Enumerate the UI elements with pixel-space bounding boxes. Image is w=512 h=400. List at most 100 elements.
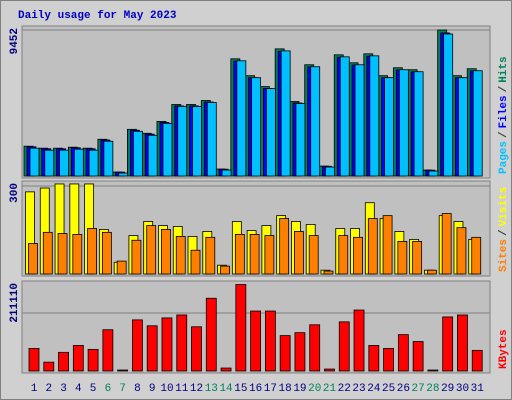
- legend-entry: Hits: [498, 56, 510, 82]
- bar: [28, 347, 40, 372]
- y-tick-label: 9452: [9, 28, 21, 54]
- bar: [87, 228, 97, 275]
- bar: [265, 88, 276, 177]
- bar: [294, 332, 306, 372]
- bar: [190, 249, 201, 275]
- bar: [458, 77, 468, 177]
- bar: [101, 231, 112, 275]
- bar: [43, 361, 55, 372]
- bar: [162, 122, 173, 177]
- x-tick-label: 27: [412, 383, 425, 395]
- bar: [353, 309, 365, 372]
- bar: [161, 229, 171, 275]
- bar: [29, 147, 40, 177]
- bar: [146, 325, 158, 372]
- bar: [249, 233, 260, 275]
- x-tick-label: 2: [45, 383, 52, 395]
- bar: [59, 149, 69, 177]
- legend: KBytes: [498, 329, 510, 369]
- bar: [236, 60, 247, 177]
- bar: [132, 319, 143, 372]
- bar: [280, 50, 291, 177]
- x-tick-label: 29: [441, 383, 454, 395]
- x-tick-label: 26: [397, 383, 410, 395]
- chart-title: Daily usage for May 2023: [18, 10, 177, 22]
- legend-separator: /: [498, 85, 510, 92]
- bar: [383, 347, 394, 372]
- bar: [57, 233, 68, 275]
- bar: [354, 64, 365, 177]
- legend-separator: /: [498, 229, 510, 236]
- bar: [398, 69, 409, 177]
- bar: [441, 213, 452, 275]
- legend-entry: Files: [498, 95, 510, 128]
- bar: [205, 297, 217, 372]
- bar: [250, 310, 262, 372]
- x-tick-label: 30: [456, 383, 469, 395]
- x-tick-label: 11: [175, 383, 189, 395]
- bar: [456, 227, 467, 275]
- bar: [88, 149, 99, 177]
- bar: [73, 148, 84, 177]
- bar: [251, 77, 262, 177]
- bar: [294, 231, 304, 275]
- y-tick-label: 211110: [9, 283, 21, 323]
- x-tick-label: 14: [219, 383, 233, 395]
- bar: [131, 239, 142, 275]
- bar: [133, 130, 143, 177]
- bar: [116, 260, 127, 275]
- bar: [220, 367, 232, 372]
- x-tick-label: 3: [60, 383, 67, 395]
- x-tick-label: 1: [31, 383, 38, 395]
- x-tick-label: 17: [264, 383, 277, 395]
- legend-entry: Sites: [498, 239, 510, 272]
- bar: [191, 326, 202, 372]
- bar: [206, 102, 217, 177]
- x-tick-label: 13: [205, 383, 218, 395]
- x-tick-label: 24: [367, 383, 381, 395]
- x-tick-label: 28: [426, 383, 439, 395]
- bar: [308, 235, 319, 275]
- bar: [382, 215, 393, 275]
- bar: [205, 236, 216, 275]
- legend-entry: Pages: [498, 141, 510, 174]
- x-tick-label: 20: [308, 383, 321, 395]
- bar: [72, 345, 84, 372]
- x-tick-label: 15: [234, 383, 247, 395]
- legend-entry: KBytes: [498, 329, 510, 369]
- bar: [161, 317, 173, 372]
- bar: [44, 149, 55, 177]
- bar: [264, 310, 276, 372]
- bar: [323, 270, 334, 275]
- bar: [175, 236, 186, 275]
- bar: [295, 103, 306, 177]
- bar: [42, 231, 53, 275]
- bar: [338, 321, 350, 372]
- bar: [147, 134, 158, 177]
- bar: [177, 106, 188, 177]
- bar: [220, 265, 230, 275]
- bar: [471, 236, 482, 275]
- x-tick-label: 21: [323, 383, 337, 395]
- bar: [367, 218, 378, 275]
- x-tick-label: 31: [471, 383, 485, 395]
- bar: [325, 166, 335, 177]
- bar: [310, 66, 321, 177]
- bar: [279, 218, 290, 275]
- bar: [427, 369, 439, 372]
- bar: [397, 241, 408, 275]
- bar: [117, 369, 129, 372]
- y-tick-label: 300: [9, 183, 21, 203]
- legend: Pages / Files / Hits: [498, 56, 510, 174]
- bar: [87, 348, 99, 372]
- bar: [412, 341, 424, 372]
- bar: [103, 140, 114, 177]
- x-tick-label: 10: [160, 383, 173, 395]
- x-tick-label: 25: [382, 383, 395, 395]
- x-tick-label: 12: [190, 383, 203, 395]
- x-tick-label: 6: [105, 383, 112, 395]
- bar: [384, 77, 394, 177]
- bar: [221, 169, 232, 177]
- x-tick-label: 16: [249, 383, 262, 395]
